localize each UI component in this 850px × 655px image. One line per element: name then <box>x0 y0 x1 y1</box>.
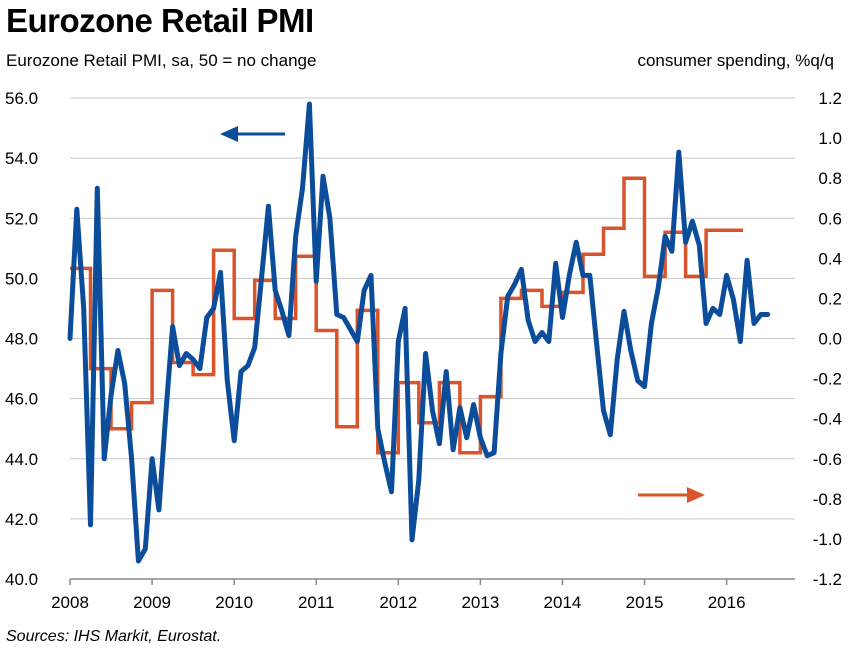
y-right-tick-label: 0.4 <box>818 249 842 268</box>
y-right-tick-label: -0.6 <box>813 450 842 469</box>
right-axis-arrow-head <box>687 487 705 503</box>
y-left-tick-label: 54.0 <box>5 149 38 168</box>
x-tick-label: 2009 <box>133 593 171 612</box>
retail-pmi-line <box>67 101 771 564</box>
source-note: Sources: IHS Markit, Eurostat. <box>6 628 222 645</box>
x-tick-label: 2011 <box>298 593 335 612</box>
y-left-tick-label: 42.0 <box>5 510 38 529</box>
y-right-tick-label: -0.8 <box>813 490 842 509</box>
x-tick-label: 2016 <box>708 593 746 612</box>
y-left-tick-label: 40.0 <box>5 570 38 589</box>
y-right-tick-label: 0.2 <box>818 289 842 308</box>
y-right-tick-label: -0.4 <box>813 410 842 429</box>
y-left-tick-label: 50.0 <box>5 269 38 288</box>
y-right-tick-label: -1.0 <box>813 530 842 549</box>
chart-title: Eurozone Retail PMI <box>6 2 314 39</box>
left-axis-arrow-head <box>220 126 238 142</box>
y-right-tick-label: 1.0 <box>818 129 842 148</box>
y-right-tick-label: 0.0 <box>818 330 842 349</box>
y-left-tick-label: 46.0 <box>5 390 38 409</box>
y-left-tick-label: 44.0 <box>5 450 38 469</box>
x-tick-label: 2014 <box>544 593 582 612</box>
left-axis-title: Eurozone Retail PMI, sa, 50 = no change <box>6 51 317 70</box>
x-tick-label: 2012 <box>379 593 417 612</box>
y-right-tick-label: 0.6 <box>818 209 842 228</box>
x-tick-label: 2010 <box>215 593 253 612</box>
x-tick-label: 2013 <box>461 593 499 612</box>
y-left-tick-label: 52.0 <box>5 209 38 228</box>
right-axis-title: consumer spending, %q/q <box>637 51 834 70</box>
y-left-tick-label: 56.0 <box>5 89 38 108</box>
x-tick-label: 2015 <box>626 593 664 612</box>
y-right-tick-label: 1.2 <box>818 89 842 108</box>
y-left-tick-label: 48.0 <box>5 330 38 349</box>
y-right-tick-label: -0.2 <box>813 370 842 389</box>
y-right-tick-label: -1.2 <box>813 570 842 589</box>
y-right-tick-label: 0.8 <box>818 169 842 188</box>
x-tick-label: 2008 <box>51 593 89 612</box>
